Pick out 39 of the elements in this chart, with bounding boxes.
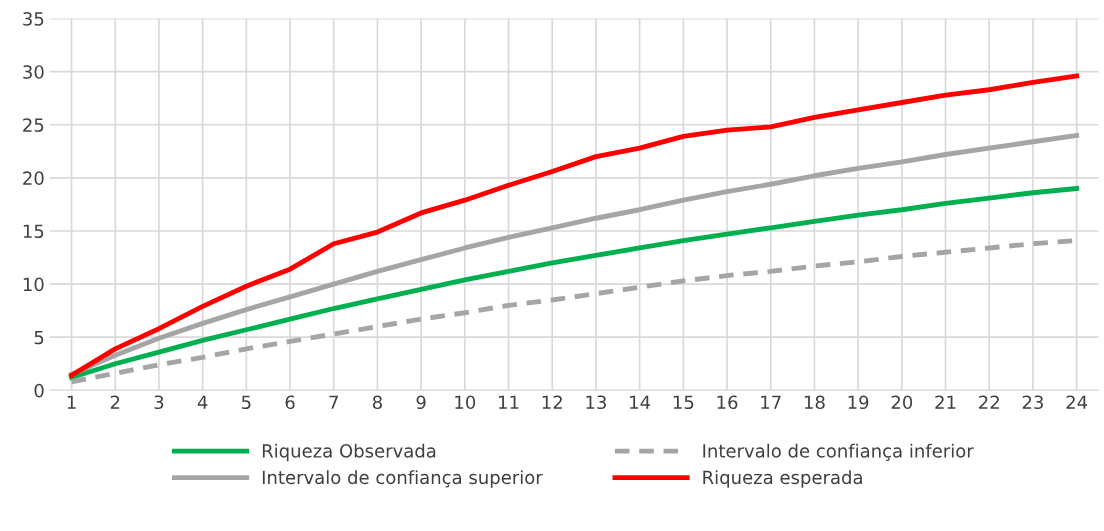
x-tick-label: 3	[154, 395, 164, 410]
x-tick-label: 16	[717, 395, 738, 410]
legend-label: Riqueza esperada	[703, 470, 862, 488]
x-tick-label: 12	[542, 395, 562, 409]
x-tick-label: 22	[979, 395, 999, 409]
x-tick-label: 15	[673, 395, 694, 410]
x-tick-label: 17	[761, 395, 781, 409]
x-tick-label: 24	[1066, 395, 1088, 409]
x-tick-label: 19	[848, 395, 869, 410]
line-series	[69, 132, 1080, 377]
x-tick-label: 23	[1022, 395, 1043, 410]
x-tick-label: 6	[285, 395, 295, 410]
x-tick-label: 4	[197, 395, 208, 409]
x-tick-label: 13	[586, 395, 606, 410]
x-tick-label: 5	[241, 395, 251, 410]
line-series	[69, 73, 1080, 378]
x-tick-label: 14	[630, 395, 651, 409]
x-tick-label: 10	[455, 395, 476, 410]
x-tick-label: 18	[804, 395, 825, 410]
line-series	[69, 186, 1080, 380]
y-tick-label: 0	[34, 383, 44, 398]
x-tick-label: 11	[499, 395, 519, 409]
y-tick-label: 15	[23, 224, 44, 239]
x-tick-label: 21	[935, 395, 956, 409]
y-tick-label: 10	[23, 277, 44, 292]
x-tick-label: 7	[329, 395, 338, 409]
y-tick-label: 35	[23, 12, 44, 26]
legend-label: Intervalo de confiança inferior	[703, 443, 974, 461]
y-tick-label: 25	[23, 118, 44, 132]
x-tick-label: 1	[67, 395, 76, 409]
legend-label: Intervalo de confiança superior	[262, 470, 543, 488]
y-tick-label: 20	[23, 171, 44, 185]
legend-label: Riqueza Observada	[262, 443, 436, 462]
x-tick-label: 9	[416, 395, 426, 410]
x-tick-label: 8	[372, 395, 382, 410]
y-tick-label: 30	[23, 65, 44, 79]
y-tick-label: 5	[34, 330, 44, 345]
x-tick-label: 2	[110, 395, 120, 409]
x-tick-label: 20	[891, 395, 913, 410]
